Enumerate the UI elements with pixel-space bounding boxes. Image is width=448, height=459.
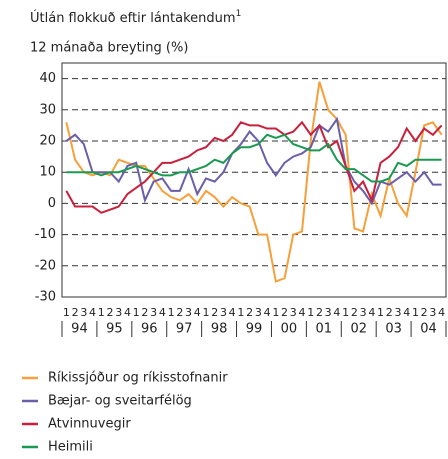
y-tick-label: 0 <box>48 196 56 211</box>
y-tick-label: 30 <box>39 102 56 117</box>
year-label: 01 <box>316 322 333 337</box>
year-label: 00 <box>281 322 298 337</box>
x-tick-label: 4 <box>403 306 410 319</box>
legend-label: Ríkissjóður og ríkisstofnanir <box>48 371 228 386</box>
x-tick-label: 4 <box>229 306 236 319</box>
series-line <box>66 133 442 183</box>
year-label: 97 <box>176 322 193 337</box>
x-tick-label: 4 <box>368 306 375 319</box>
title-text: Útlán flokkuð eftir lántakendum <box>30 10 236 26</box>
year-label: 96 <box>141 322 158 337</box>
year-label: 03 <box>385 322 402 337</box>
x-tick-label: 2 <box>281 306 288 319</box>
x-tick-label: 3 <box>429 306 436 319</box>
x-tick-label: 3 <box>80 306 87 319</box>
chart-title: Útlán flokkuð eftir lántakendum1 <box>30 9 241 26</box>
x-tick-label: 2 <box>107 306 114 319</box>
x-tick-label: 1 <box>203 306 210 319</box>
title-note: 1 <box>236 9 242 19</box>
x-tick-label: 2 <box>351 306 358 319</box>
x-tick-label: 4 <box>124 306 131 319</box>
year-label: 98 <box>211 322 228 337</box>
y-tick-label: -20 <box>35 258 56 273</box>
x-tick-label: 2 <box>316 306 323 319</box>
x-tick-label: 1 <box>98 306 105 319</box>
y-tick-label: 10 <box>39 165 56 180</box>
legend-label: Heimili <box>48 440 93 455</box>
x-tick-label: 1 <box>168 306 175 319</box>
year-label: 95 <box>106 322 123 337</box>
x-tick-label: 2 <box>211 306 218 319</box>
x-tick-label: 3 <box>150 306 157 319</box>
year-label: 99 <box>246 322 263 337</box>
x-tick-label: 3 <box>185 306 192 319</box>
y-tick-label: 20 <box>39 134 56 149</box>
x-tick-label: 2 <box>421 306 428 319</box>
x-tick-label: 2 <box>141 306 148 319</box>
x-tick-label: 2 <box>176 306 183 319</box>
x-tick-label: 1 <box>412 306 419 319</box>
x-tick-label: 4 <box>159 306 166 319</box>
legend-label: Bæjar- og sveitarfélög <box>48 394 192 409</box>
x-tick-label: 3 <box>255 306 262 319</box>
x-tick-label: 3 <box>325 306 332 319</box>
series-line <box>65 120 443 214</box>
x-tick-label: 2 <box>246 306 253 319</box>
x-tick-label: 4 <box>333 306 340 319</box>
x-tick-label: 1 <box>133 306 140 319</box>
y-tick-label: -30 <box>35 290 56 305</box>
x-tick-label: 4 <box>89 306 96 319</box>
year-label: 04 <box>420 322 437 337</box>
x-tick-label: 3 <box>360 306 367 319</box>
y-tick-label: 40 <box>39 71 56 86</box>
x-tick-label: 2 <box>386 306 393 319</box>
chart-subtitle: 12 mánaða breyting (%) <box>30 41 188 56</box>
x-tick-label: 1 <box>307 306 314 319</box>
legend-label: Atvinnuvegir <box>48 417 131 432</box>
series-line <box>65 81 443 283</box>
x-tick-label: 2 <box>72 306 79 319</box>
y-tick-label: -10 <box>35 227 56 242</box>
x-tick-label: 4 <box>194 306 201 319</box>
series-line <box>65 116 442 206</box>
plot-frame <box>61 62 447 298</box>
x-tick-label: 3 <box>220 306 227 319</box>
x-tick-label: 3 <box>115 306 122 319</box>
x-tick-label: 1 <box>342 306 349 319</box>
x-tick-label: 1 <box>377 306 384 319</box>
x-tick-label: 1 <box>272 306 279 319</box>
year-label: 02 <box>350 322 367 337</box>
x-tick-label: 4 <box>299 306 306 319</box>
x-tick-label: 4 <box>264 306 271 319</box>
x-tick-label: 3 <box>290 306 297 319</box>
year-label: 94 <box>71 322 88 337</box>
x-tick-label: 1 <box>237 306 244 319</box>
x-tick-label: 1 <box>63 306 70 319</box>
x-tick-label: 4 <box>438 306 445 319</box>
x-tick-label: 3 <box>395 306 402 319</box>
